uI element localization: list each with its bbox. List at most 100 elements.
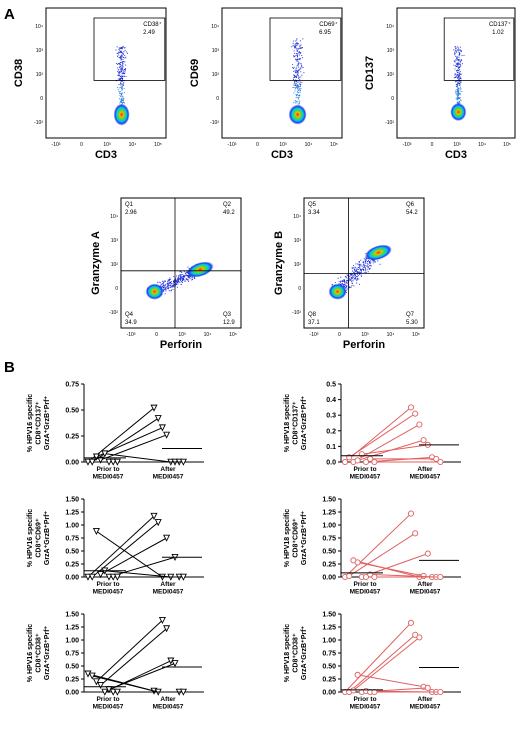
event-dot: [296, 86, 298, 89]
event-dot: [294, 76, 296, 78]
x-tick-label: 10⁴: [129, 142, 137, 148]
plot-frame: [221, 7, 343, 139]
event-dot: [121, 72, 123, 74]
paired-line: [357, 674, 424, 688]
event-dot: [122, 69, 124, 71]
event-dot: [296, 57, 298, 59]
event-dot: [118, 54, 120, 56]
event-dot: [121, 88, 123, 90]
x-tick-label: 10³: [279, 142, 287, 148]
event-dot: [298, 96, 300, 98]
event-dot: [119, 57, 121, 59]
event-dot: [166, 287, 168, 290]
event-dot: [364, 264, 366, 267]
event-dot: [299, 68, 301, 70]
x-category-line: After: [160, 696, 176, 703]
event-dot: [455, 83, 457, 85]
event-dot: [355, 269, 357, 271]
event-dot: [455, 98, 457, 100]
x-category-line: MEDI0457: [410, 704, 441, 711]
event-dot: [295, 83, 297, 85]
event-dot: [293, 102, 295, 104]
event-dot: [292, 67, 294, 70]
event-dot: [120, 54, 122, 56]
y-tick-label: 0.50: [322, 549, 336, 556]
y-tick-label: 1.00: [65, 638, 79, 645]
event-dot: [457, 51, 459, 53]
event-dot: [461, 55, 463, 57]
x-axis-title: Perforin: [343, 339, 385, 351]
event-dot: [457, 83, 459, 85]
y-axis-title: % HPV16 specific CD8⁺CD38⁺ GrzA⁺GrzB⁺Prf⁺: [27, 624, 51, 682]
event-dot: [459, 61, 461, 63]
event-dot: [369, 267, 371, 269]
event-dot: [120, 59, 122, 61]
x-category-label: Prior to MEDI0457: [350, 466, 381, 481]
paired-line: [87, 515, 155, 578]
data-point: [88, 672, 96, 680]
event-dot: [162, 287, 164, 289]
y-axis-title-line: CD8⁺CD137⁺: [293, 401, 300, 444]
event-dot: [180, 276, 182, 279]
gate-box: [269, 17, 342, 81]
event-dot: [457, 82, 459, 84]
y-tick-label: 10⁴: [35, 24, 43, 30]
x-category-line: MEDI0457: [350, 589, 381, 596]
y-tick-label: 1.25: [322, 510, 336, 517]
event-dot: [117, 87, 119, 89]
event-dot: [356, 271, 358, 273]
event-dot: [297, 100, 299, 102]
event-dot: [297, 43, 300, 45]
event-dot: [298, 69, 300, 71]
event-dot: [300, 84, 302, 86]
plot-frame: [303, 197, 425, 329]
data-point: [154, 415, 162, 423]
event-dot: [294, 70, 296, 72]
data-point: [101, 688, 109, 696]
event-dot: [121, 74, 123, 76]
event-dot: [119, 47, 121, 49]
event-dot: [184, 280, 186, 282]
event-dot: [370, 262, 372, 264]
data-point: [113, 573, 121, 581]
event-dot: [360, 274, 362, 276]
y-tick-label: 0.75: [65, 536, 79, 543]
event-dot: [179, 280, 181, 282]
event-dot: [455, 76, 457, 78]
y-axis-title: % HPV16 specific CD8⁺CD137⁺ GrzA⁺GrzB⁺Prf⁺: [27, 394, 51, 452]
event-dot: [298, 58, 301, 60]
y-tick-label: 0.00: [65, 460, 79, 467]
event-dot: [364, 270, 366, 272]
data-point: [437, 458, 444, 466]
data-point: [346, 572, 353, 580]
flow-plot-cd137: CD137⁺ 1.02 10⁴ 10³ 10² 0 -10² -10³ 0 10³ 10⁴ 10⁵ CD…: [364, 7, 516, 161]
event-dot: [456, 94, 458, 96]
event-dot: [294, 81, 296, 83]
event-dot: [122, 56, 124, 58]
event-dot: [457, 59, 459, 61]
event-dot: [123, 87, 125, 90]
event-dot: [357, 275, 359, 278]
event-dot: [299, 87, 301, 89]
event-dot: [454, 51, 456, 53]
event-dot: [377, 260, 379, 262]
data-point: [371, 458, 378, 466]
event-dot: [123, 82, 125, 84]
quadrant-value: 34.9: [125, 320, 137, 326]
event-dot: [163, 287, 165, 289]
data-point: [92, 678, 100, 686]
event-dot: [117, 55, 119, 57]
y-tick-label: 0.50: [65, 549, 79, 556]
event-dot: [367, 271, 369, 273]
event-dot: [293, 77, 295, 79]
event-dot: [166, 285, 168, 287]
y-axis-title: CD69: [189, 59, 201, 87]
x-category-line: After: [160, 466, 176, 473]
event-dot: [370, 265, 372, 267]
event-dot: [294, 88, 297, 90]
event-dot: [123, 60, 125, 62]
event-dot: [192, 277, 194, 279]
event-dot: [293, 50, 295, 52]
event-dot: [348, 286, 350, 288]
event-dot: [351, 284, 353, 286]
